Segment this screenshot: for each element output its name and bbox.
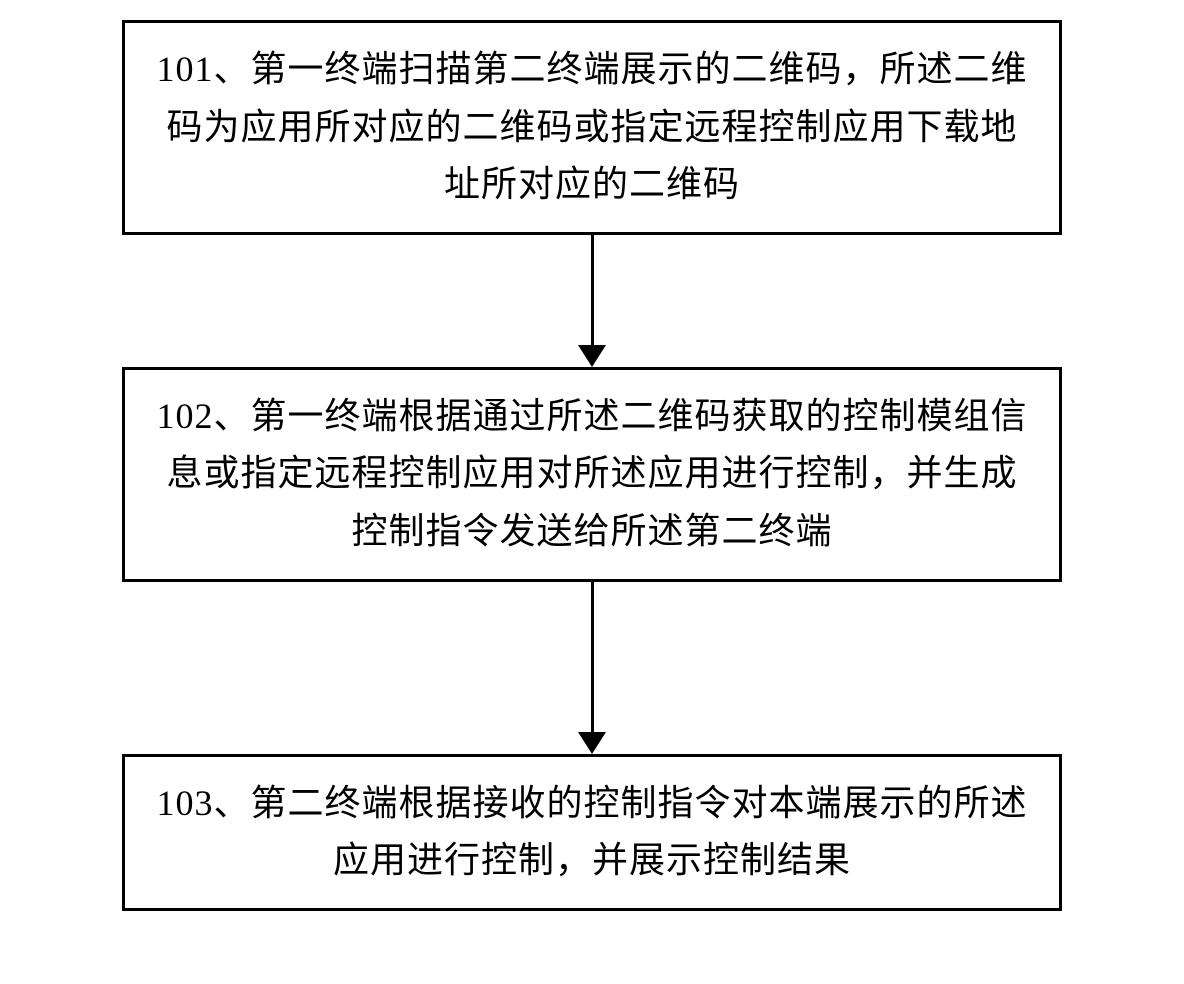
arrow-2 (578, 582, 606, 754)
step-text: 102、第一终端根据通过所述二维码获取的控制模组信息或指定远程控制应用对所述应用… (155, 388, 1029, 561)
arrow-1 (578, 235, 606, 367)
arrow-line (591, 235, 594, 345)
arrow-head-icon (578, 732, 606, 754)
arrow-line (591, 582, 594, 732)
flowchart-step-101: 101、第一终端扫描第二终端展示的二维码，所述二维码为应用所对应的二维码或指定远… (122, 20, 1062, 235)
step-text: 103、第二终端根据接收的控制指令对本端展示的所述应用进行控制，并展示控制结果 (155, 775, 1029, 890)
arrow-head-icon (578, 345, 606, 367)
step-text: 101、第一终端扫描第二终端展示的二维码，所述二维码为应用所对应的二维码或指定远… (155, 41, 1029, 214)
flowchart-step-103: 103、第二终端根据接收的控制指令对本端展示的所述应用进行控制，并展示控制结果 (122, 754, 1062, 911)
flowchart-step-102: 102、第一终端根据通过所述二维码获取的控制模组信息或指定远程控制应用对所述应用… (122, 367, 1062, 582)
